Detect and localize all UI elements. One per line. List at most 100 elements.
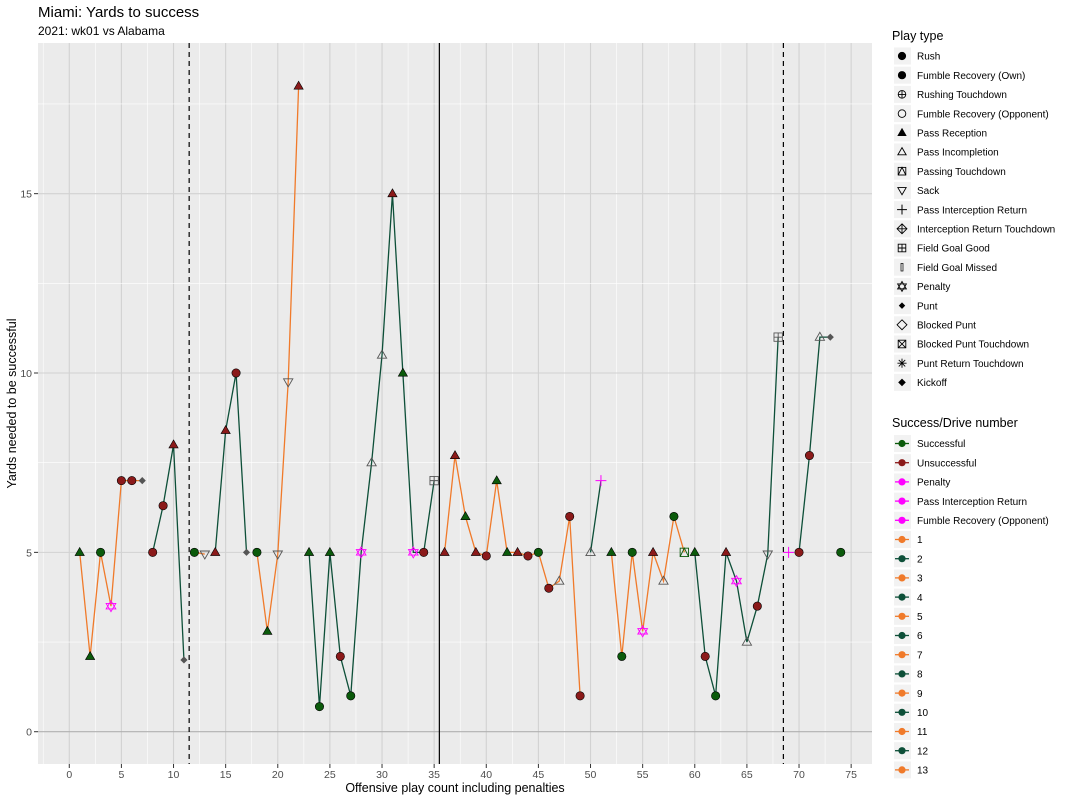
x-tick-label: 55 — [637, 769, 649, 781]
x-tick-label: 45 — [533, 769, 545, 781]
marker-circle — [897, 71, 907, 80]
marker-triangle — [606, 546, 617, 556]
data-point — [180, 656, 188, 664]
x-tick-label: 30 — [376, 769, 388, 781]
x-axis-label: Offensive play count including penalties — [345, 781, 564, 795]
data-point — [242, 548, 251, 556]
legend-key — [897, 358, 907, 368]
marker-triangle-down — [897, 187, 907, 196]
legend-key-dot — [898, 593, 906, 601]
marker-triangle-down — [762, 550, 774, 560]
marker-triangle-open — [585, 546, 596, 556]
data-point — [711, 691, 721, 701]
data-point — [293, 80, 304, 90]
legend-label: Penalty — [917, 282, 950, 293]
marker-diamond — [898, 378, 906, 387]
x-tick-label: 40 — [480, 769, 492, 781]
marker-triangle-open — [553, 575, 565, 585]
marker-circle — [148, 547, 158, 557]
marker-triangle-open — [897, 146, 907, 156]
legend-key — [896, 319, 908, 331]
drive-line-2 — [152, 444, 185, 661]
marker-circle — [617, 651, 627, 661]
legend-label: Pass Interception Return — [917, 205, 1027, 216]
data-point — [585, 546, 596, 556]
marker-triangle — [689, 546, 700, 556]
legend-key — [897, 146, 907, 156]
data-point — [282, 378, 294, 388]
legend-label: Fumble Recovery (Own) — [917, 71, 1025, 82]
chart-subtitle: 2021: wk01 vs Alabama — [38, 24, 165, 38]
marker-circle — [127, 476, 137, 486]
data-point — [303, 546, 315, 556]
marker-square-x — [897, 339, 907, 349]
legend-key-dot — [898, 651, 906, 659]
marker-triangle — [74, 546, 85, 556]
drive-line-12 — [798, 336, 831, 553]
marker-plus — [898, 90, 906, 99]
data-point — [220, 424, 231, 434]
legend-title-play-type: Play type — [892, 29, 943, 43]
marker-triangle — [210, 546, 221, 556]
legend-key-dot — [898, 555, 906, 563]
data-point — [189, 547, 199, 557]
data-point — [210, 546, 221, 556]
legend-key-dot — [898, 516, 906, 524]
marker-triangle-down — [199, 550, 211, 560]
legend-key-bg — [894, 316, 911, 334]
plot-panel — [38, 43, 872, 764]
data-point — [366, 456, 378, 467]
legend-label: 6 — [917, 631, 923, 642]
data-point — [96, 547, 106, 557]
legend-key-bg — [894, 105, 911, 123]
data-point — [314, 702, 324, 712]
marker-triangle-inner — [897, 166, 907, 176]
marker-triangle — [262, 625, 273, 635]
marker-plus — [783, 546, 795, 558]
legend-label: Rushing Touchdown — [917, 90, 1007, 101]
data-point — [627, 547, 637, 557]
marker-triangle — [324, 546, 336, 556]
half-dividers — [188, 43, 784, 764]
marker-triangle-open — [658, 575, 669, 585]
data-point — [617, 651, 627, 661]
marker-circle — [627, 547, 637, 557]
data-point — [439, 546, 450, 556]
marker-triangle — [387, 188, 398, 198]
data-point — [262, 625, 273, 635]
x-tick-label: 20 — [272, 769, 284, 781]
data-point — [387, 188, 398, 198]
data-point — [501, 546, 513, 556]
legend-label: Blocked Punt — [917, 321, 976, 332]
x-tick-label: 75 — [845, 769, 857, 781]
legend-label: Punt Return Touchdown — [917, 359, 1024, 370]
marker-triangle — [84, 650, 96, 660]
x-tick-label: 70 — [793, 769, 805, 781]
marker-triangle — [897, 127, 907, 136]
legend-label: Fumble Recovery (Opponent) — [917, 516, 1049, 527]
legend-label: Penalty — [917, 478, 950, 489]
drive-line-5 — [256, 86, 300, 632]
marker-diamond-small — [180, 656, 188, 664]
data-point — [84, 650, 96, 660]
marker-circle — [897, 51, 907, 61]
data-point — [512, 546, 523, 556]
marker-triangle-down — [272, 550, 284, 560]
legend-key — [897, 187, 907, 196]
marker-star-of-david — [105, 599, 117, 613]
legend-key-dot — [898, 766, 906, 774]
marker-circle — [700, 651, 710, 661]
marker-circle — [533, 547, 543, 557]
marker-circle-open — [897, 109, 907, 118]
data-point — [346, 691, 356, 701]
legend-key-bg — [894, 143, 911, 161]
legend-label: Blocked Punt Touchdown — [917, 340, 1029, 351]
marker-triangle — [220, 424, 231, 434]
y-axis-label: Yards needed to be successful — [5, 318, 19, 488]
marker-triangle — [491, 475, 502, 485]
marker-asterisk — [897, 358, 907, 368]
axes: 0 5 10 15 20 25 30 35 40 45 50 55 60 65 70 75 0 5 10 15 — [20, 189, 857, 781]
legend-label: 12 — [917, 746, 929, 757]
data-points — [74, 80, 846, 712]
marker-circle — [335, 651, 345, 661]
